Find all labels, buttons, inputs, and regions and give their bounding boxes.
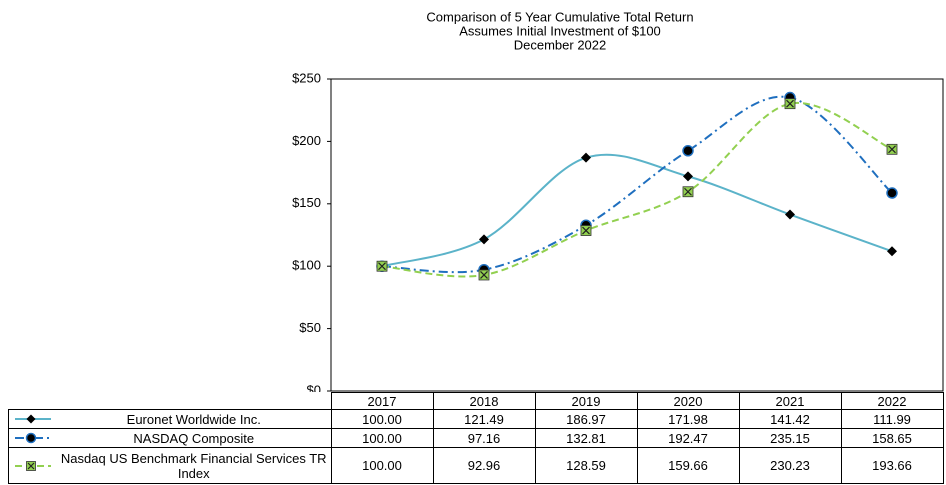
- table-value: 235.15: [738, 428, 842, 448]
- marker: [683, 171, 693, 182]
- x-tick-label: 2019: [534, 392, 638, 410]
- table-value: 159.66: [636, 447, 740, 484]
- marker: [25, 432, 37, 444]
- marker: [478, 269, 490, 281]
- legend-sample: [15, 432, 51, 444]
- chart-title: Comparison of 5 Year Cumulative Total Re…: [426, 9, 693, 24]
- table-header-row: 2017 2018 2019 2020 2021 2022: [8, 392, 944, 410]
- table-row: Euronet Worldwide Inc. 100.00 121.49 186.97…: [8, 409, 944, 429]
- chart-subtitle: Assumes Initial Investment of $100: [459, 23, 661, 38]
- marker: [581, 152, 591, 163]
- table-corner: [8, 392, 331, 410]
- table-value: 171.98: [636, 409, 740, 429]
- table-value: 141.42: [738, 409, 842, 429]
- legend-label: Euronet Worldwide Inc.: [126, 411, 261, 427]
- marker: [886, 143, 898, 155]
- y-tick-label: $100: [292, 258, 321, 273]
- table-value: 158.65: [840, 428, 944, 448]
- y-tick-label: $0: [307, 382, 321, 392]
- legend-sample: [15, 414, 51, 424]
- legend-label: Nasdaq US Benchmark Financial Services T…: [60, 450, 327, 481]
- x-tick-label: 2022: [840, 392, 944, 410]
- x-tick-label: 2018: [432, 392, 536, 410]
- series-line: [381, 95, 893, 274]
- marker: [580, 225, 592, 236]
- marker-x: [786, 99, 794, 108]
- marker: [886, 187, 898, 199]
- marker-x: [888, 145, 896, 154]
- marker: [26, 414, 36, 424]
- plot-frame: [330, 78, 944, 392]
- marker: [682, 186, 694, 198]
- legend-cell: Nasdaq US Benchmark Financial Services T…: [8, 447, 332, 484]
- marker: [682, 145, 694, 157]
- marker: [26, 460, 36, 471]
- y-tick-label: $50: [299, 320, 321, 335]
- table-value: 186.97: [534, 409, 638, 429]
- legend-entry: Euronet Worldwide Inc.: [13, 412, 331, 427]
- marker-x: [582, 226, 590, 235]
- x-tick-label: 2021: [738, 392, 842, 410]
- legend-cell: NASDAQ Composite: [8, 428, 332, 448]
- marker-x: [378, 262, 386, 271]
- series-line: [381, 101, 893, 278]
- table-value: 111.99: [840, 409, 944, 429]
- legend-label: NASDAQ Composite: [133, 430, 255, 446]
- table-value: 97.16: [432, 428, 536, 448]
- marker-x: [27, 462, 35, 469]
- table-value: 92.96: [432, 447, 536, 484]
- marker: [784, 98, 796, 110]
- y-tick-label: $150: [292, 195, 321, 210]
- data-table: 2017 2018 2019 2020 2021 2022 Euronet Worldwid…: [8, 392, 944, 484]
- x-tick-label: 2017: [330, 392, 434, 410]
- table-value: 121.49: [432, 409, 536, 429]
- marker-x: [480, 271, 488, 279]
- table-value: 100.00: [330, 428, 434, 448]
- marker: [785, 209, 795, 220]
- table-value: 230.23: [738, 447, 842, 484]
- table-row: NASDAQ Composite 100.00 97.16 132.81 192.47 2…: [8, 428, 944, 448]
- legend-entry: NASDAQ Composite: [13, 431, 331, 446]
- y-tick-label: $250: [292, 70, 321, 85]
- marker: [376, 260, 388, 272]
- series-line: [381, 153, 893, 268]
- table-value: 192.47: [636, 428, 740, 448]
- table-value: 100.00: [330, 409, 434, 429]
- marker: [479, 234, 489, 245]
- legend-cell: Euronet Worldwide Inc.: [8, 409, 332, 429]
- table-value: 128.59: [534, 447, 638, 484]
- legend-entry: Nasdaq US Benchmark Financial Services T…: [13, 451, 331, 481]
- marker: [887, 246, 897, 257]
- chart-date: December 2022: [514, 37, 607, 52]
- table-row: Nasdaq US Benchmark Financial Services T…: [8, 447, 944, 484]
- marker-x: [684, 187, 692, 196]
- y-tick-label: $200: [292, 133, 321, 148]
- x-tick-label: 2020: [636, 392, 740, 410]
- table-value: 100.00: [330, 447, 434, 484]
- chart: Comparison of 5 Year Cumulative Total Re…: [292, 9, 944, 392]
- table-value: 193.66: [840, 447, 944, 484]
- legend-sample: [15, 460, 51, 471]
- table-value: 132.81: [534, 428, 638, 448]
